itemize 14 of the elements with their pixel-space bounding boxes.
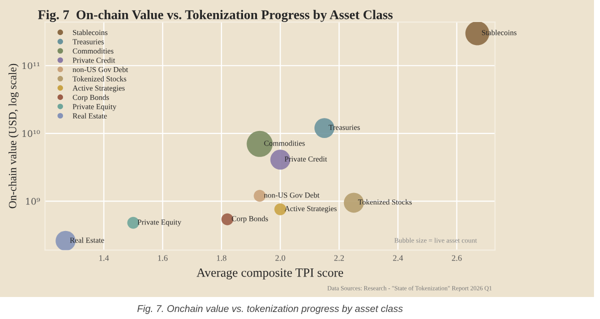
x-tick-label: 2.6 xyxy=(452,255,462,261)
x-tick-label: 2.2 xyxy=(334,255,344,261)
y-axis-title: On-chain value (USD, log scale) xyxy=(8,64,19,208)
x-tick-label: 1.8 xyxy=(216,255,226,261)
caption: Fig. 7. Onchain value vs. tokenization progress by asset class xyxy=(137,304,403,314)
y-tick-label: 10¹⁰ xyxy=(22,130,40,137)
x-tick-label: 2.0 xyxy=(275,255,286,261)
x-tick-label: 1.4 xyxy=(99,255,109,261)
y-tick-label: 10⁹ xyxy=(26,198,40,205)
x-tick-label: 1.6 xyxy=(158,255,168,261)
chart-title: Fig. 7 On-chain Value vs. Tokenization Progress by Asset Class xyxy=(38,10,393,22)
y-tick-label: 10¹¹ xyxy=(22,62,40,70)
x-tick-label: 2.4 xyxy=(393,255,404,261)
x-axis-title: Average composite TPI score xyxy=(196,268,344,280)
